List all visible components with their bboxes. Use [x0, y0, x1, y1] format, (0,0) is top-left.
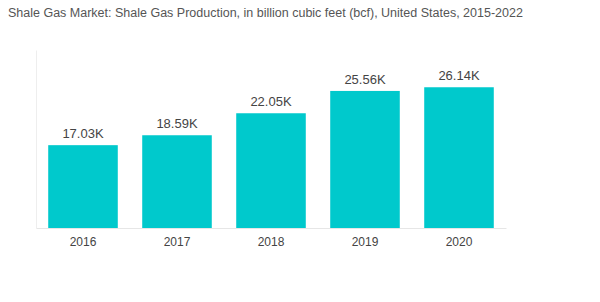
chart-title: Shale Gas Market: Shale Gas Production, … [8, 6, 523, 20]
x-tick-label: 2016 [70, 235, 97, 249]
x-tick: 2016 [70, 228, 97, 249]
bar [330, 91, 400, 228]
data-labels: 17.03K 18.59K 22.05K 25.56K 26.14K [62, 68, 480, 141]
bar [48, 145, 118, 228]
data-label: 22.05K [250, 94, 292, 109]
x-tick: 2017 [164, 228, 191, 249]
x-tick: 2018 [258, 228, 285, 249]
x-tick-label: 2020 [446, 235, 473, 249]
x-axis: 2016 2017 2018 2019 2020 [37, 228, 507, 249]
x-tick-label: 2018 [258, 235, 285, 249]
x-tick-label: 2017 [164, 235, 191, 249]
data-label: 18.59K [156, 116, 198, 131]
x-tick: 2019 [352, 228, 379, 249]
bar [424, 87, 494, 228]
data-label: 17.03K [62, 126, 104, 141]
chart: Shale Gas Market: Shale Gas Production, … [0, 0, 600, 302]
bar [236, 113, 306, 228]
data-label: 26.14K [438, 68, 480, 83]
x-tick-label: 2019 [352, 235, 379, 249]
bar [142, 135, 212, 228]
y-axis-line [36, 51, 37, 229]
y-axis [36, 51, 37, 229]
x-tick: 2020 [446, 228, 473, 249]
x-axis-line [37, 228, 507, 229]
bars [48, 87, 494, 228]
data-label: 25.56K [344, 72, 386, 87]
